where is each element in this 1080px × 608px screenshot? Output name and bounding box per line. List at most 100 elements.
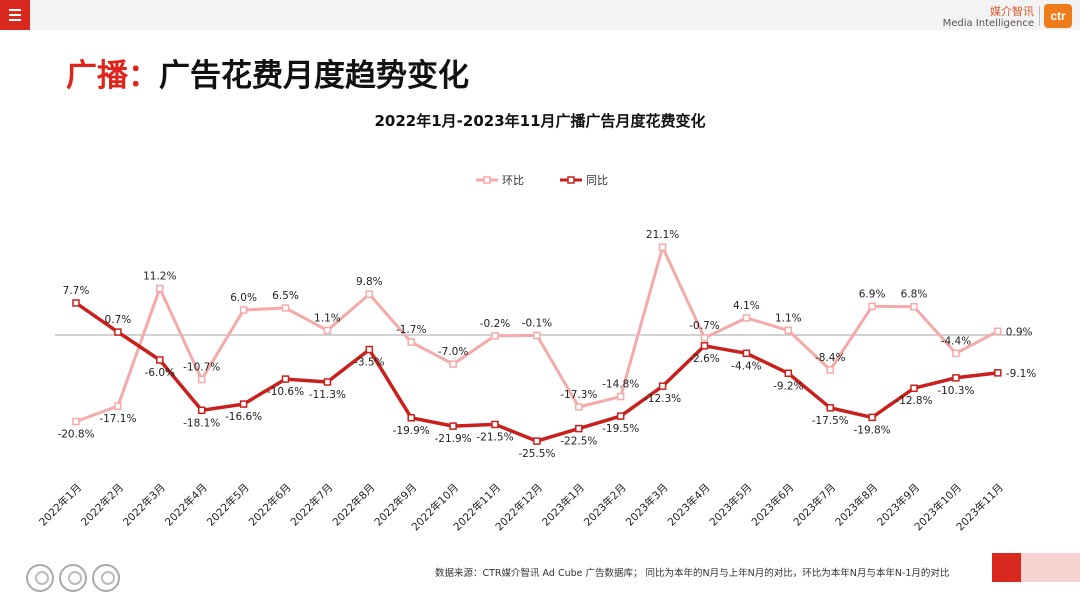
brand-divider — [1039, 6, 1040, 26]
point-1-7 — [365, 345, 374, 354]
data-label-0-8: -1.7% — [396, 324, 426, 336]
point-1-22 — [994, 369, 1002, 377]
data-label-0-12: -17.3% — [560, 389, 597, 401]
ctr-logo: ctr — [1044, 4, 1072, 28]
data-label-0-1: -17.1% — [99, 413, 136, 425]
data-label-1-0: 7.7% — [63, 285, 90, 297]
data-label-0-20: 6.8% — [901, 289, 928, 301]
legend-label-0: 环比 — [502, 174, 524, 187]
legend-marker-0 — [483, 176, 491, 184]
point-0-12 — [575, 403, 583, 411]
point-1-14 — [658, 382, 667, 390]
point-1-3 — [197, 406, 206, 415]
data-label-0-2: 11.2% — [143, 270, 176, 282]
data-label-1-4: -16.6% — [225, 411, 262, 423]
data-label-0-19: 6.9% — [859, 288, 886, 300]
point-1-10 — [491, 420, 499, 429]
x-tick-label-13: 2023年2月 — [581, 481, 629, 529]
point-1-20 — [910, 384, 918, 392]
legend-marker-1 — [567, 176, 575, 184]
point-1-19 — [868, 413, 876, 422]
point-0-4 — [239, 306, 248, 314]
point-0-2 — [156, 284, 164, 293]
point-0-19 — [868, 302, 876, 311]
data-label-0-22: 0.9% — [1006, 326, 1033, 338]
data-label-0-0: -20.8% — [57, 429, 94, 441]
point-0-8 — [407, 338, 415, 346]
point-1-5 — [281, 375, 290, 383]
point-1-15 — [700, 342, 709, 350]
x-tick-label-0: 2022年1月 — [36, 481, 84, 529]
point-1-1 — [114, 328, 122, 336]
data-label-1-10: -21.5% — [476, 431, 513, 443]
data-label-1-16: -4.4% — [731, 360, 761, 372]
data-label-1-20: -12.8% — [895, 395, 932, 407]
data-label-1-2: -6.0% — [145, 367, 175, 379]
footer-accent-light — [1021, 553, 1080, 582]
point-0-3 — [197, 375, 206, 384]
point-1-13 — [616, 412, 625, 420]
point-1-21 — [952, 374, 960, 382]
point-0-15 — [700, 334, 709, 342]
data-label-1-13: -19.5% — [602, 423, 639, 435]
page-title-main: 广告花费月度趋势变化 — [159, 58, 469, 94]
point-1-18 — [826, 404, 834, 412]
data-label-1-21: -10.3% — [937, 385, 974, 397]
data-label-0-6: 1.1% — [314, 312, 341, 324]
data-label-1-5: -10.6% — [267, 386, 304, 398]
data-label-1-22: -9.1% — [1006, 368, 1036, 380]
legend-label-1: 同比 — [586, 174, 608, 187]
point-0-18 — [826, 366, 834, 374]
point-1-9 — [449, 422, 457, 430]
point-0-17 — [784, 326, 793, 335]
x-tick-label-18: 2023年7月 — [791, 481, 839, 529]
menu-icon[interactable] — [0, 0, 30, 30]
point-0-0 — [72, 417, 80, 426]
data-label-0-13: -14.8% — [602, 379, 639, 391]
x-tick-label-17: 2023年6月 — [749, 481, 797, 529]
chart-title: 2022年1月-2023年11月广播广告月度花费变化 — [374, 112, 706, 130]
certification-badges — [26, 564, 122, 596]
point-1-8 — [407, 414, 415, 422]
brand-cn: 媒介智讯 — [990, 5, 1034, 18]
sgs-badge-icon — [26, 564, 54, 592]
data-label-0-14: 21.1% — [646, 229, 679, 241]
footer-accent — [992, 553, 1021, 582]
data-label-0-10: -0.2% — [480, 318, 510, 330]
data-label-0-4: 6.0% — [230, 292, 257, 304]
point-0-5 — [281, 304, 290, 312]
point-0-22 — [994, 327, 1002, 336]
point-0-20 — [910, 302, 918, 311]
data-label-1-6: -11.3% — [309, 389, 346, 401]
x-tick-label-16: 2023年5月 — [707, 481, 755, 529]
x-tick-label-14: 2023年3月 — [623, 481, 671, 529]
data-label-0-9: -7.0% — [438, 346, 468, 358]
page-title: 广播：广告花费月度趋势变化 — [66, 50, 469, 95]
data-label-1-12: -22.5% — [560, 436, 597, 448]
data-label-0-17: 1.1% — [775, 312, 802, 324]
brand-en: Media Intelligence — [942, 18, 1034, 29]
data-label-1-14: -12.3% — [644, 393, 681, 405]
point-1-12 — [575, 424, 583, 433]
data-label-1-15: -2.6% — [689, 353, 719, 365]
point-1-16 — [742, 349, 751, 358]
x-tick-label-2: 2022年3月 — [120, 481, 168, 529]
sgs-badge-icon — [92, 564, 120, 592]
data-label-0-21: -4.4% — [941, 335, 971, 347]
data-label-1-11: -25.5% — [518, 448, 555, 460]
point-0-9 — [449, 360, 457, 368]
data-label-0-18: -8.4% — [815, 352, 845, 364]
point-1-6 — [323, 378, 332, 386]
point-0-11 — [533, 331, 541, 340]
data-source-note: 数据来源：CTR媒介智讯 Ad Cube 广告数据库； 同比为本年的N月与上年N… — [435, 568, 950, 579]
x-tick-label-3: 2022年4月 — [162, 481, 210, 529]
data-label-1-3: -18.1% — [183, 417, 220, 429]
x-tick-label-19: 2023年8月 — [833, 481, 881, 529]
sgs-badge-icon — [59, 564, 87, 592]
x-tick-label-1: 2022年2月 — [78, 481, 126, 529]
data-label-1-7: -3.5% — [354, 357, 384, 369]
data-label-0-7: 9.8% — [356, 276, 383, 288]
point-0-14 — [658, 243, 667, 251]
data-label-0-3: -10.7% — [183, 362, 220, 374]
